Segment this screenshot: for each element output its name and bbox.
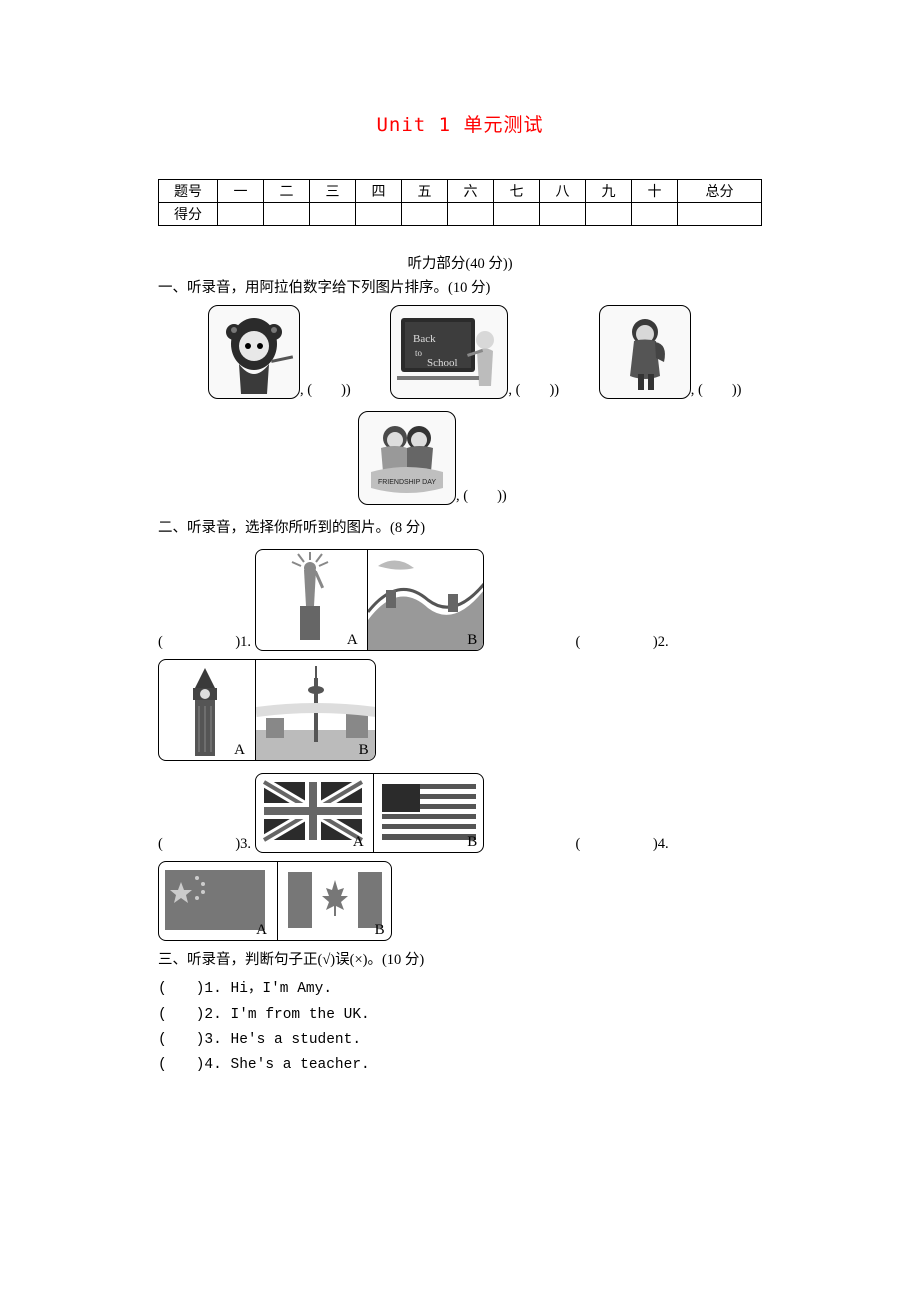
option-label: A [353, 834, 364, 851]
option-label: B [375, 922, 385, 939]
answer-blank: ( ) [158, 634, 240, 650]
flag-uk-icon: A [256, 774, 370, 852]
cell [448, 203, 494, 226]
big-ben-icon: A [159, 660, 251, 760]
cell: 十 [632, 180, 678, 203]
listening-header: 听力部分(40 分)) [158, 252, 762, 273]
pair-box: A B [255, 549, 485, 651]
svg-text:Back: Back [413, 333, 436, 345]
pic-item: , ( )) [208, 305, 351, 399]
option-label: A [256, 922, 267, 939]
q-number: 2. [658, 634, 669, 650]
cell: 八 [540, 180, 586, 203]
option-label: B [359, 742, 369, 759]
section-1-title: 一、听录音，用阿拉伯数字给下列图片排序。(10 分) [158, 275, 762, 301]
pic-item: Back to School , ( )) [390, 305, 559, 399]
cell: 四 [356, 180, 402, 203]
cell [310, 203, 356, 226]
table-row: 题号 一 二 三 四 五 六 七 八 九 十 总分 [159, 180, 762, 203]
q2-row1b: A B [158, 659, 762, 761]
answer-blank: ( ) [576, 634, 658, 650]
option-label: B [467, 632, 477, 649]
pic-item: , ( )) [599, 305, 742, 399]
svg-text:FRIENDSHIP DAY: FRIENDSHIP DAY [378, 479, 436, 486]
s3-item: ( )2. I'm from the UK. [158, 1003, 762, 1028]
flag-usa-icon: B [373, 774, 483, 852]
cell: 总分 [678, 180, 762, 203]
q-number: 1. [240, 634, 251, 650]
title-rest: 单元测试 [451, 114, 543, 136]
cn-tower-icon: B [255, 660, 375, 760]
cell [402, 203, 448, 226]
s3-item: ( )1. Hi，I'm Amy. [158, 977, 762, 1002]
great-wall-icon: B [367, 550, 483, 650]
flag-china-icon: A [159, 862, 273, 940]
pic-blank: , ( )) [300, 382, 351, 398]
answer-blank: ( ) [158, 836, 240, 852]
option-label: A [347, 632, 358, 649]
option-label: B [467, 834, 477, 851]
page-title: Unit 1 单元测试 [158, 110, 762, 137]
q2-row2b: A B [158, 861, 762, 941]
cell: 一 [218, 180, 264, 203]
cell [586, 203, 632, 226]
pic-blank: , ( )) [456, 488, 507, 504]
cell [494, 203, 540, 226]
pair-box: A B [158, 861, 392, 941]
cell [540, 203, 586, 226]
q2-row1: ( )1. [158, 549, 762, 651]
cell-label: 得分 [159, 203, 218, 226]
option-label: A [234, 742, 245, 759]
cell [218, 203, 264, 226]
statue-liberty-icon: A [256, 550, 364, 650]
cell: 七 [494, 180, 540, 203]
pic-blank: , ( )) [508, 382, 559, 398]
section-2-title: 二、听录音，选择你所听到的图片。(8 分) [158, 515, 762, 541]
answer-blank: ( ) [576, 836, 658, 852]
cell: 五 [402, 180, 448, 203]
table-row: 得分 [159, 203, 762, 226]
pic-item: FRIENDSHIP DAY , ( )) [358, 411, 507, 505]
s3-item: ( )3. He's a student. [158, 1028, 762, 1053]
flag-canada-icon: B [277, 862, 391, 940]
page: Unit 1 单元测试 题号 一 二 三 四 五 六 七 八 九 十 总分 得分 [0, 0, 920, 1302]
svg-text:School: School [427, 357, 458, 369]
q2-row2: ( )3. A [158, 773, 762, 853]
girl-icon [208, 305, 300, 399]
cell: 三 [310, 180, 356, 203]
cell: 九 [586, 180, 632, 203]
pic-blank: , ( )) [691, 382, 742, 398]
cell [356, 203, 402, 226]
score-table: 题号 一 二 三 四 五 六 七 八 九 十 总分 得分 [158, 179, 762, 226]
section-1-pictures-2: FRIENDSHIP DAY , ( )) [158, 411, 762, 505]
pair-box: A B [158, 659, 376, 761]
q-number: 3. [240, 836, 251, 852]
title-unit: Unit 1 [376, 114, 451, 136]
friends-icon: FRIENDSHIP DAY [358, 411, 456, 505]
s3-item: ( )4. She's a teacher. [158, 1053, 762, 1078]
cell [632, 203, 678, 226]
cell [264, 203, 310, 226]
cell [678, 203, 762, 226]
q-number: 4. [658, 836, 669, 852]
svg-text:to: to [415, 348, 423, 358]
cell: 六 [448, 180, 494, 203]
teacher-icon: Back to School [390, 305, 508, 399]
cell-label: 题号 [159, 180, 218, 203]
kid-walking-icon [599, 305, 691, 399]
section-3-title: 三、听录音，判断句子正(√)误(×)。(10 分) [158, 947, 762, 973]
pair-box: A B [255, 773, 485, 853]
cell: 二 [264, 180, 310, 203]
section-1-pictures: , ( )) Back to School , ( )) [158, 305, 762, 399]
